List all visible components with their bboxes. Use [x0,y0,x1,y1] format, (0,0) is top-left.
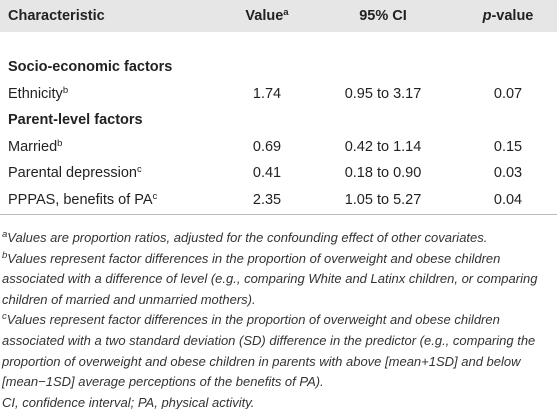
cell-value: 0.95 to 3.17 [344,85,422,102]
cell-text: -value [491,8,534,24]
cell-text: Ethnicity [8,85,63,102]
row-label: PPPAS, benefits of PAc [8,190,157,210]
cell-text: Value [245,8,284,24]
table-bottom-rule [0,214,557,215]
cell-value: 0.42 to 1.14 [344,138,422,155]
footnote: bValues represent factor differences in … [2,249,554,311]
footnote-marker: b [2,249,8,261]
row-label: Ethnicityb [8,84,68,104]
footnote: aValues are proportion ratios, adjusted … [2,228,554,249]
cell-value: 0.04 [493,192,523,208]
cell-text: PPPAS, benefits of PA [8,192,153,208]
cell-value: 0.03 [493,165,523,182]
footnote-marker: c [2,311,7,323]
footnote-text: Values represent factor differences in t… [2,250,538,307]
cell-value: 0.69 [252,138,282,155]
cell-value: 1.05 to 5.27 [344,192,422,208]
footnotes: aValues are proportion ratios, adjusted … [2,228,554,409]
footnote: cValues represent factor differences in … [2,310,554,392]
cell-value: 0.15 [493,138,523,155]
header-cell: 95% CI [359,6,407,26]
footnote-text: Values are proportion ratios, adjusted f… [7,230,488,245]
cell-text: Characteristic [8,8,105,24]
cell-value: 0.07 [493,85,523,102]
cell-value: 1.74 [252,85,282,102]
footnote-text: Values represent factor differences in t… [2,312,536,390]
row-label: Parental depressionc [8,163,142,183]
cell-text: 95% CI [359,8,407,24]
footnote: CI, confidence interval; PA, physical ac… [2,393,554,409]
footnote-marker: a [2,229,8,240]
footnote-text: CI, confidence interval; PA, physical ac… [2,394,255,409]
superscript: c [136,164,142,176]
header-cell: p-value [483,6,534,26]
section-title: Socio-economic factors [8,59,173,75]
superscript: a [283,7,289,18]
header-cell: Valuea [245,6,288,26]
cell-text: Married [8,138,58,155]
cell-value: 0.18 to 0.90 [344,165,422,182]
header-cell: Characteristic [8,6,105,26]
italic-text: p [482,8,492,24]
cell-value: 2.35 [252,192,282,208]
superscript: c [152,191,158,202]
header-row [0,0,557,32]
superscript: b [57,137,63,149]
section-title: Parent-level factors [8,112,143,129]
cell-text: Parental depression [8,165,137,182]
cell-value: 0.41 [252,165,282,182]
row-label: Marriedb [8,137,62,157]
superscript: b [62,84,69,96]
